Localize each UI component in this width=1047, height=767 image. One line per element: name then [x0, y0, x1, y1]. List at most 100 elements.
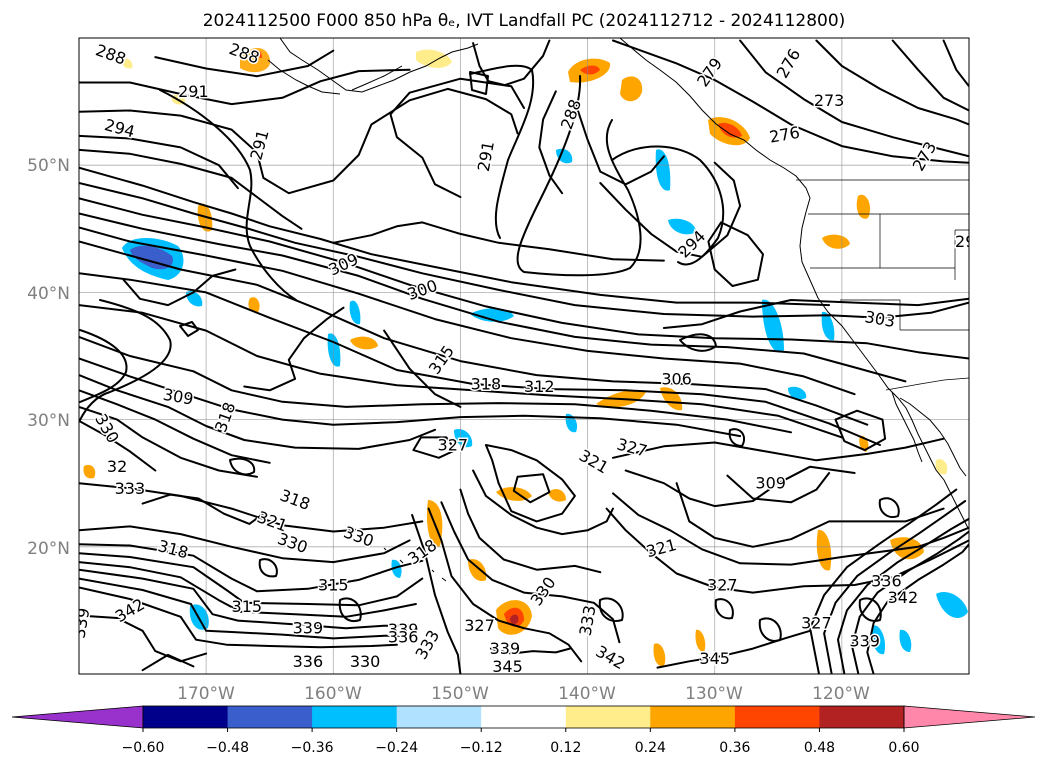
- theta-e-contour: [79, 182, 969, 319]
- ivt-pc-positive-patch: [122, 58, 133, 69]
- contour-label: 327: [707, 576, 738, 595]
- theta-e-contour: [79, 482, 424, 533]
- colorbar-frame: [142, 705, 905, 729]
- colorbar: −0.60 −0.48 −0.36 −0.24 −0.12 0.12 0.24 0.36 0.4…: [11, 705, 1036, 756]
- contour-label: 291: [178, 82, 209, 101]
- contour-label: 327: [464, 616, 495, 635]
- ivt-pc-positive-patch: [580, 65, 600, 75]
- ivt-pc-positive-patch: [240, 48, 271, 73]
- theta-e-contour: [469, 71, 489, 95]
- ivt-pc-negative-patch: [788, 386, 807, 400]
- theta-e-contour: [79, 419, 157, 472]
- theta-e-contour: [332, 221, 665, 262]
- lat-tick-label: 20°N: [27, 539, 70, 559]
- contour-label: 273: [814, 91, 845, 110]
- ivt-pc-negative-patch: [936, 592, 968, 618]
- theta-e-contour: [459, 488, 602, 574]
- theta-e-contour: [472, 469, 614, 536]
- theta-e-contour: [79, 134, 239, 190]
- theta-e-contour: [154, 49, 335, 78]
- ivt-pc-positive-patch: [416, 49, 452, 68]
- ivt-pc-negative-patch: [556, 148, 573, 164]
- ivt-pc-positive-patch: [250, 50, 262, 58]
- colorbar-tick-label: −0.24: [375, 740, 418, 756]
- colorbar-box: [396, 706, 482, 728]
- hawaiian-islands: [383, 547, 447, 582]
- ivt-pc-positive-patch: [653, 643, 666, 667]
- contour-label: 327: [438, 436, 469, 455]
- theta-e-contour: [79, 299, 172, 421]
- theta-e-contour: [389, 77, 525, 198]
- theta-e-contour: [79, 197, 969, 360]
- theta-e-contour: [159, 89, 297, 301]
- lon-tick-label: 130°W: [685, 684, 743, 704]
- map-background: [79, 38, 969, 674]
- colorbar-box: [734, 706, 820, 728]
- theta-e-contour: [79, 166, 831, 307]
- theta-e-contour: [79, 543, 424, 593]
- theta-e-contour: [662, 297, 969, 329]
- ivt-pc-negative-patch: [655, 149, 671, 191]
- ivt-pc-negative-patch: [668, 218, 696, 235]
- theta-e-contour: [891, 39, 969, 112]
- alaska-coastline: [279, 38, 479, 93]
- theta-e-contour: [851, 530, 969, 674]
- lat-tick-label: 30°N: [27, 411, 70, 431]
- ivt-pc-negative-patch: [899, 629, 912, 652]
- theta-e-contour: [79, 561, 417, 618]
- lon-tick-label: 150°W: [431, 684, 489, 704]
- theta-e-contour: [411, 514, 462, 674]
- theta-e-contour: [612, 39, 969, 164]
- ivt-pc-positive-patch: [248, 297, 260, 313]
- colorbar-tick-label: 0.36: [719, 740, 750, 756]
- theta-e-contour: [79, 226, 856, 396]
- theta-e-contours: [79, 39, 969, 674]
- contour-label: 345: [492, 657, 523, 676]
- theta-e-contour: [79, 357, 742, 438]
- contour-label: 32: [107, 457, 127, 476]
- map-gridlines: [79, 38, 969, 674]
- theta-e-contour: [516, 75, 642, 277]
- theta-e-contour: [141, 653, 195, 672]
- map-frame: [78, 37, 970, 675]
- contour-label: 318: [471, 375, 502, 394]
- contour-label: 315: [232, 597, 263, 616]
- contour-label: 330: [350, 652, 381, 671]
- colorbar-extend-max: [903, 705, 1036, 729]
- theta-e-contour: [79, 552, 424, 607]
- theta-e-contour: [79, 405, 258, 478]
- theta-e-contour: [427, 507, 583, 663]
- contour-label: 306: [661, 369, 692, 388]
- theta-e-contour: [229, 457, 256, 476]
- theta-e-contour: [79, 68, 411, 106]
- theta-e-contour: [598, 597, 624, 622]
- contour-label: 327: [801, 614, 832, 633]
- ivt-pc-negative-patch: [349, 300, 361, 325]
- colorbar-box: [650, 706, 736, 728]
- lon-tick-label: 140°W: [558, 684, 616, 704]
- contour-label: 309: [755, 474, 786, 493]
- colorbar-tick-label: −0.60: [122, 740, 165, 756]
- colorbar-boxes: [11, 705, 1036, 729]
- theta-e-contour: [484, 444, 576, 523]
- theta-e-contour: [538, 90, 564, 195]
- theta-e-contour: [942, 39, 969, 88]
- contour-label: 339: [293, 619, 324, 638]
- ivt-pc-negative-patch: [821, 311, 835, 341]
- theta-e-contour: [815, 39, 969, 126]
- baja-california-coastline: [891, 391, 967, 477]
- contour-label: 345: [699, 649, 730, 668]
- theta-e-contour: [573, 100, 665, 186]
- theta-e-contour: [79, 586, 398, 649]
- theta-e-contour: [512, 473, 551, 504]
- colorbar-tick-label: −0.36: [291, 740, 334, 756]
- theta-e-contour: [79, 577, 405, 640]
- theta-e-contour: [440, 501, 621, 644]
- colorbar-tick-label: −0.12: [460, 740, 503, 756]
- north-america-west-coastline: [799, 211, 969, 529]
- colorbar-extend-min: [11, 705, 144, 729]
- theta-e-contour: [383, 329, 462, 408]
- coastlines: [267, 38, 969, 582]
- theta-e-contour: [612, 437, 945, 462]
